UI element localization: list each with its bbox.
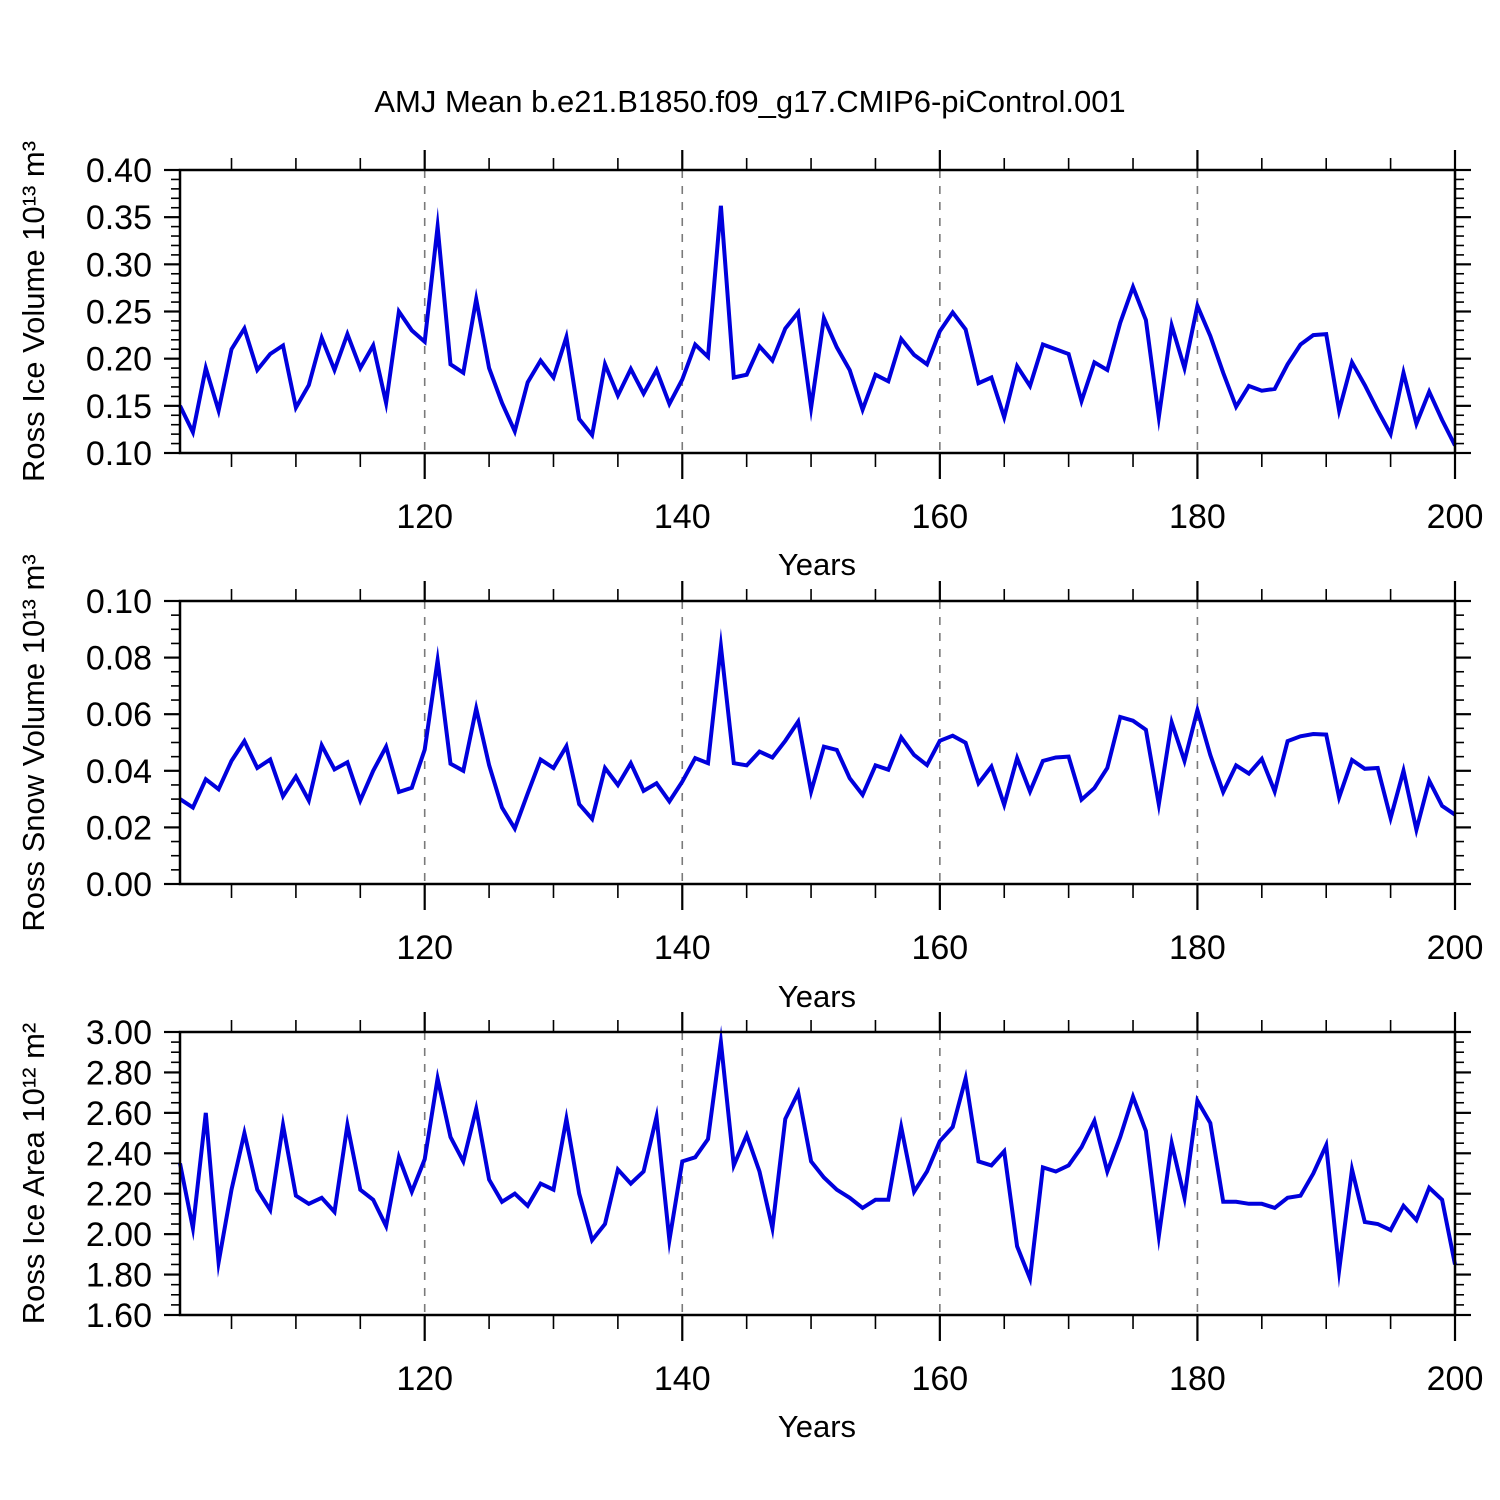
- x-tick-label: 160: [911, 1360, 968, 1398]
- y-tick-label: 0.30: [86, 246, 152, 284]
- plot-border: [178, 168, 1457, 455]
- y-tick-label: 0.10: [86, 435, 152, 473]
- series-line-ross-ice-volume: [178, 205, 1457, 447]
- y-tick-label: 0.02: [86, 809, 152, 847]
- y-tick-label: 0.20: [86, 341, 152, 379]
- y-axis-title-ice-area: Ross Ice Area 10¹² m²: [16, 1023, 51, 1324]
- y-tick-label: 2.60: [86, 1095, 152, 1133]
- x-tick-label: 120: [396, 498, 453, 536]
- y-tick-label: 1.60: [86, 1297, 152, 1335]
- y-tick-label: 2.00: [86, 1216, 152, 1254]
- y-tick-label: 0.25: [86, 294, 152, 332]
- y-axis-title-ice-volume: Ross Ice Volume 10¹³ m³: [16, 141, 51, 482]
- y-axis-title-snow-volume: Ross Snow Volume 10¹³ m³: [16, 554, 51, 931]
- plot-border: [178, 1030, 1457, 1317]
- y-tick-label: 0.04: [86, 753, 152, 791]
- x-tick-label: 140: [654, 498, 711, 536]
- x-tick-label: 160: [911, 498, 968, 536]
- x-tick-label: 200: [1427, 498, 1484, 536]
- plot-border: [178, 599, 1457, 886]
- series-line-ross-ice-area: [178, 1025, 1457, 1288]
- x-tick-label: 160: [911, 929, 968, 967]
- x-tick-label: 140: [654, 929, 711, 967]
- x-tick-label: 140: [654, 1360, 711, 1398]
- x-axis-title-1: Years: [778, 547, 856, 582]
- x-tick-label: 180: [1169, 498, 1226, 536]
- x-tick-label: 180: [1169, 1360, 1226, 1398]
- x-axis-title-3: Years: [778, 1409, 856, 1444]
- y-tick-label: 2.80: [86, 1054, 152, 1092]
- y-tick-label: 0.06: [86, 696, 152, 734]
- panels-group: 120 140 160 180 200 0.40 0.35 0.30 0.25 0.20 0.15 0…: [86, 150, 1484, 1398]
- y-tick-label: 3.00: [86, 1014, 152, 1052]
- y-tick-label: 0.15: [86, 388, 152, 426]
- y-tick-label: 0.00: [86, 866, 152, 904]
- y-tick-label: 0.10: [86, 583, 152, 621]
- y-tick-label: 0.08: [86, 640, 152, 678]
- y-tick-label: 0.35: [86, 199, 152, 237]
- y-tick-label: 2.20: [86, 1176, 152, 1214]
- panel-ross-snow-volume: 120 140 160 180 200 0.10 0.08 0.06 0.04 0.02 0.00: [86, 581, 1484, 967]
- y-tick-label: 1.80: [86, 1257, 152, 1295]
- x-tick-label: 180: [1169, 929, 1226, 967]
- x-tick-label: 120: [396, 929, 453, 967]
- y-tick-label: 2.40: [86, 1135, 152, 1173]
- panel-ross-ice-volume: 120 140 160 180 200 0.40 0.35 0.30 0.25 0.20 0.15 0…: [86, 150, 1484, 536]
- panel-ross-ice-area: 120 140 160 180 2003.002.802.602.402.202.001…: [86, 1012, 1484, 1398]
- x-tick-label: 120: [396, 1360, 453, 1398]
- x-axis-title-2: Years: [778, 979, 856, 1014]
- chart-title: AMJ Mean b.e21.B1850.f09_g17.CMIP6-piCon…: [374, 84, 1125, 119]
- series-line-ross-snow-volume: [178, 628, 1457, 839]
- y-tick-label: 0.40: [86, 152, 152, 190]
- x-tick-label: 200: [1427, 1360, 1484, 1398]
- x-tick-label: 200: [1427, 929, 1484, 967]
